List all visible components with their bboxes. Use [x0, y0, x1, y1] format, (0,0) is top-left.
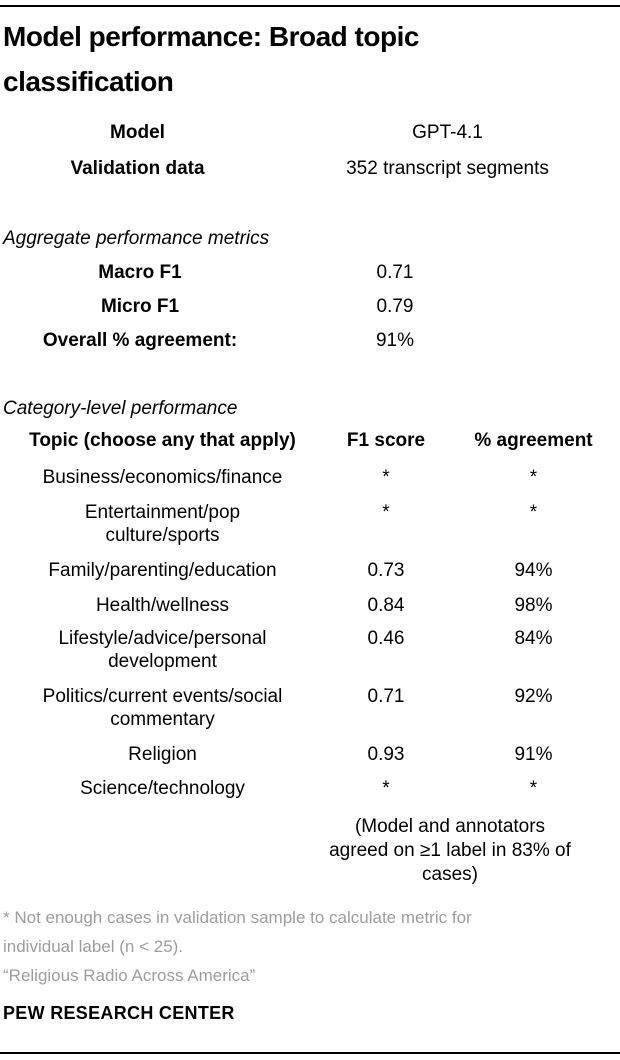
overall-agreement-value: 91% — [375, 330, 415, 351]
agreement-cell: 98% — [514, 595, 553, 616]
topic-cell: Health/wellness — [95, 595, 230, 616]
overall-agreement-label: Overall % agreement: — [42, 330, 238, 351]
agreement-cell: * — [529, 778, 538, 799]
source-quote: “Religious Radio Across America” — [3, 966, 256, 985]
model-label: Model — [110, 122, 165, 143]
topic-cell: Politics/current events/social commentar… — [42, 686, 283, 730]
agreement-cell: 84% — [514, 628, 553, 649]
model-info-table: Model GPT-4.1 Validation data 352 transc… — [0, 115, 620, 187]
f1-cell: * — [382, 778, 390, 799]
model-value: GPT-4.1 — [412, 122, 483, 143]
f1-cell: 0.84 — [367, 595, 405, 616]
f1-cell: 0.46 — [367, 628, 405, 649]
macro-f1-value: 0.71 — [376, 262, 414, 283]
column-header-f1-score: F1 score — [346, 430, 426, 451]
category-table: Business/economics/finance * * Entertain… — [0, 460, 620, 806]
topic-cell: Religion — [128, 744, 197, 765]
f1-cell: 0.93 — [367, 744, 405, 765]
f1-cell: * — [382, 502, 390, 523]
agreement-cell: 91% — [514, 744, 553, 765]
asterisk-footnote: * Not enough cases in validation sample … — [3, 908, 472, 956]
f1-cell: 0.73 — [367, 560, 405, 581]
category-section-label: Category-level performance — [3, 398, 238, 419]
top-rule — [0, 5, 620, 7]
column-header-agreement: % agreement — [474, 430, 593, 451]
agreement-cell: 92% — [514, 686, 553, 707]
topic-cell: Business/economics/finance — [42, 467, 283, 488]
validation-data-value: 352 transcript segments — [346, 158, 549, 179]
micro-f1-value: 0.79 — [376, 296, 414, 317]
f1-cell: 0.71 — [367, 686, 405, 707]
macro-f1-label: Macro F1 — [98, 262, 182, 283]
agreement-note: (Model and annotators agreed on ≥1 label… — [329, 816, 571, 885]
validation-data-label: Validation data — [70, 158, 205, 179]
f1-cell: * — [382, 467, 390, 488]
topic-cell: Science/technology — [80, 778, 245, 799]
agreement-cell: * — [529, 502, 538, 523]
topic-cell: Lifestyle/advice/personal development — [58, 628, 267, 672]
micro-f1-label: Micro F1 — [100, 296, 180, 317]
column-header-topic: Topic (choose any that apply) — [29, 430, 296, 451]
bottom-rule — [0, 1052, 620, 1054]
agreement-cell: 94% — [514, 560, 553, 581]
aggregate-section-label: Aggregate performance metrics — [3, 228, 270, 249]
page-title: Model performance: Broad topic classific… — [3, 21, 419, 97]
topic-cell: Family/parenting/education — [48, 560, 277, 581]
pew-research-center-label: PEW RESEARCH CENTER — [3, 1003, 235, 1023]
topic-cell: Entertainment/pop culture/sports — [84, 502, 241, 546]
agreement-cell: * — [529, 467, 538, 488]
category-table-header: Topic (choose any that apply) F1 score %… — [0, 426, 620, 456]
aggregate-metrics-table: Macro F1 0.71 Micro F1 0.79 Overall % ag… — [0, 256, 620, 358]
